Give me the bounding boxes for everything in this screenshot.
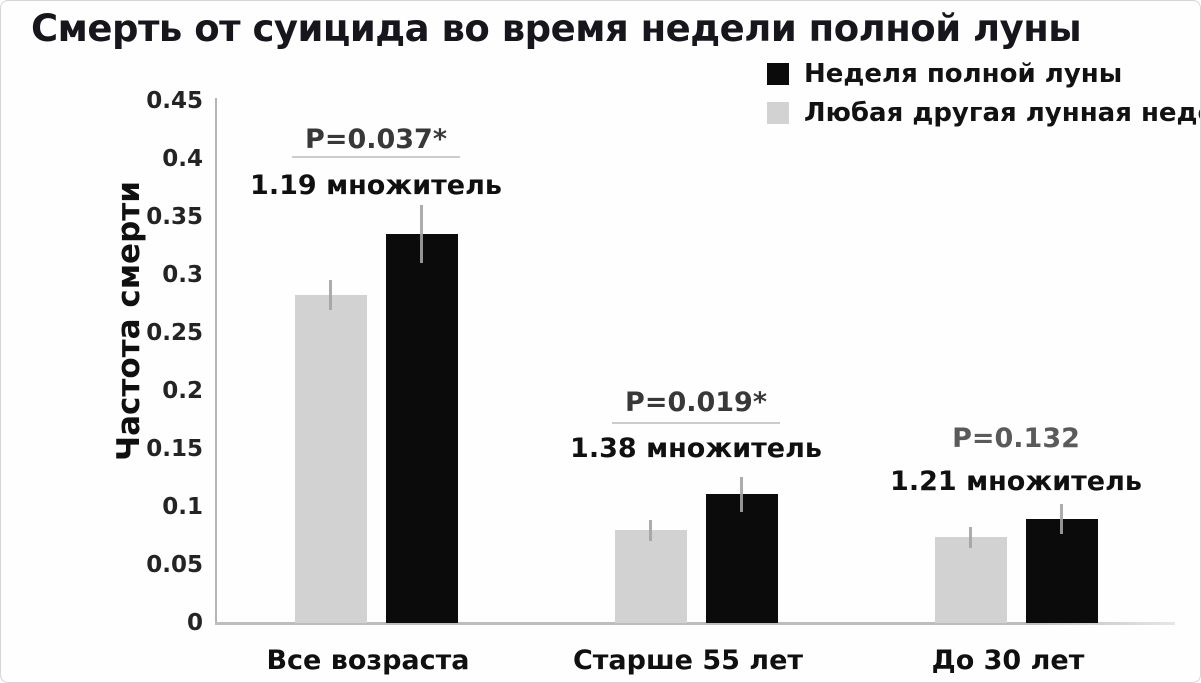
y-tick-label: 0.1: [162, 494, 203, 520]
y-tick-label: 0.3: [162, 262, 203, 288]
bar-full-moon-2: [1025, 518, 1098, 623]
y-tick-label: 0.35: [146, 204, 203, 230]
multiplier-label-0: 1.19 множитель: [250, 170, 502, 201]
bar-other-week-0: [294, 294, 367, 623]
y-tick-label: 0.05: [146, 552, 203, 578]
significance-underline-1: [612, 422, 780, 424]
y-tick-label: 0.15: [146, 436, 203, 462]
y-axis-line: [215, 98, 217, 623]
x-category-label-0: Все возраста: [266, 645, 470, 676]
y-tick-label: 0.4: [162, 146, 203, 172]
error-bar-full-moon-0: [420, 205, 423, 264]
multiplier-label-2: 1.21 множитель: [890, 466, 1142, 497]
p-value-label-0: P=0.037*: [305, 124, 447, 155]
y-tick-label: 0.25: [146, 320, 203, 346]
x-axis-line: [215, 622, 1175, 625]
significance-underline-0: [292, 156, 460, 158]
legend-swatch-other-week-icon: [767, 102, 789, 124]
y-tick-label: 0: [186, 610, 203, 636]
bar-full-moon-1: [705, 494, 778, 623]
error-bar-other-week-0: [329, 279, 332, 310]
p-value-label-2: P=0.132: [952, 423, 1080, 454]
error-bar-full-moon-1: [740, 476, 743, 512]
y-tick-label: 0.45: [146, 88, 203, 114]
multiplier-label-1: 1.38 множитель: [570, 433, 822, 464]
bar-full-moon-0: [385, 234, 458, 623]
chart-title: Смерть от суицида во время недели полной…: [31, 7, 1082, 50]
legend-item-other-week: Любая другая лунная неделя: [767, 98, 1200, 128]
legend-label-full-moon: Неделя полной луны: [804, 59, 1123, 89]
error-bar-other-week-1: [649, 519, 652, 541]
x-category-label-2: До 30 лет: [931, 645, 1085, 676]
error-bar-full-moon-2: [1060, 503, 1063, 534]
bar-other-week-2: [934, 537, 1007, 623]
legend: Неделя полной луны Любая другая лунная н…: [767, 59, 1200, 128]
x-category-label-1: Старше 55 лет: [572, 645, 804, 676]
legend-item-full-moon: Неделя полной луны: [767, 59, 1200, 89]
bar-other-week-1: [614, 530, 687, 623]
legend-label-other-week: Любая другая лунная неделя: [804, 98, 1200, 128]
y-tick-label: 0.2: [162, 378, 203, 404]
legend-swatch-full-moon-icon: [767, 63, 789, 85]
error-bar-other-week-2: [969, 526, 972, 548]
p-value-label-1: P=0.019*: [625, 387, 767, 418]
